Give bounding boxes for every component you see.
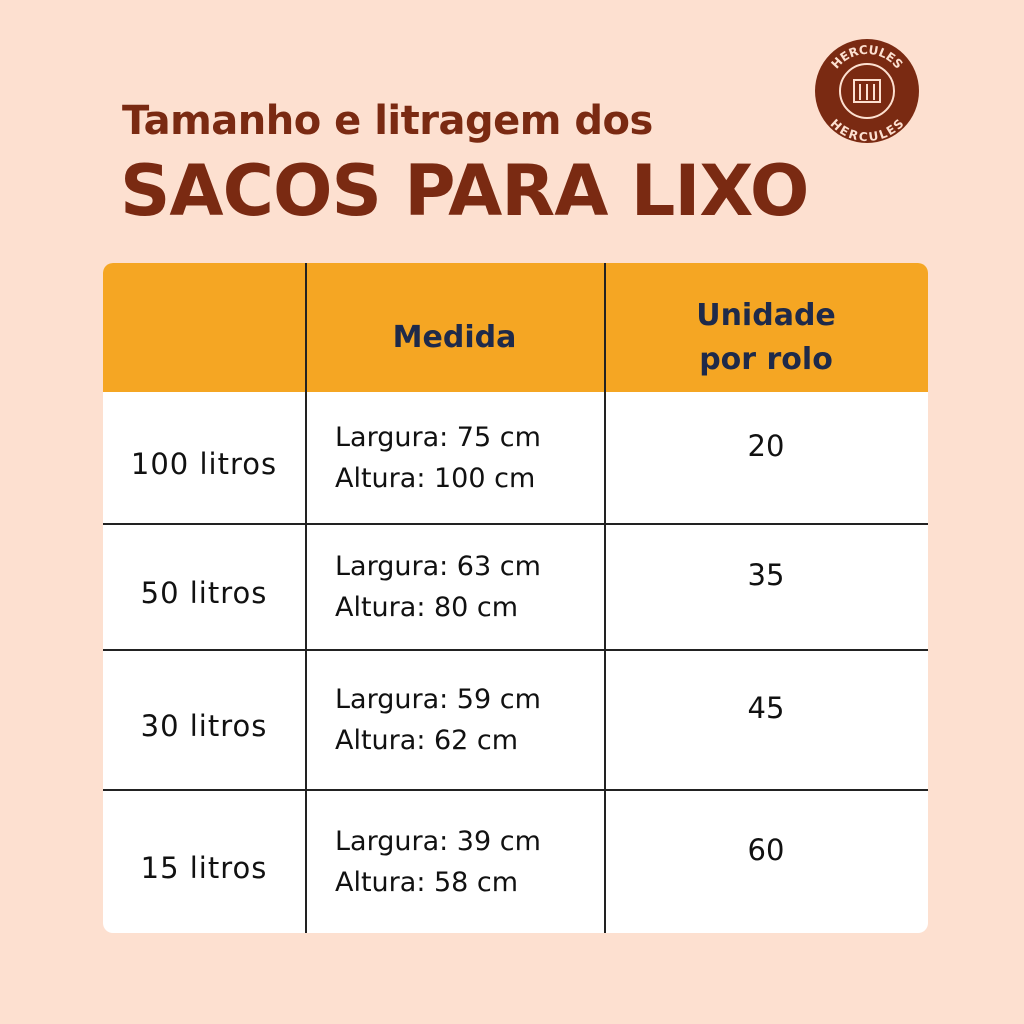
header-cell: Medida <box>305 263 604 412</box>
header-text: Medida <box>392 319 517 355</box>
unidades-cell: 60 <box>747 832 785 867</box>
column-line <box>604 263 606 933</box>
medida-cell: Largura: 59 cm Altura: 62 cm <box>335 650 625 790</box>
medida-text: Altura: 80 cm <box>335 592 519 623</box>
header-cell: Unidade por rolo <box>604 263 928 413</box>
row-line <box>103 649 928 651</box>
header-text: Unidade <box>696 298 836 333</box>
medida-text: Largura: 59 cm <box>335 684 541 715</box>
table: Medida Unidade por rolo 100 litros Largur… <box>103 263 928 933</box>
title: SACOS PARA LIXO <box>120 150 809 232</box>
medida-cell: Largura: 75 cm Altura: 100 cm <box>335 392 625 524</box>
table-header <box>103 263 928 392</box>
column-line <box>305 263 307 933</box>
unidades-cell: 20 <box>747 429 785 463</box>
medida-text: Altura: 100 cm <box>335 463 536 494</box>
medida-text: Largura: 75 cm <box>335 422 541 453</box>
medida-cell: Largura: 63 cm Altura: 80 cm <box>335 524 625 650</box>
size-cell: 100 litros <box>130 447 278 481</box>
row-line <box>103 789 928 791</box>
size-cell: 50 litros <box>140 576 268 610</box>
medida-text: Largura: 63 cm <box>335 551 541 582</box>
medida-cell: Largura: 39 cm Altura: 58 cm <box>335 790 625 933</box>
medida-text: Altura: 62 cm <box>335 725 519 756</box>
medida-text: Altura: 58 cm <box>335 866 519 898</box>
logo: HERCULES HERCULES <box>815 39 919 144</box>
row-line <box>103 523 928 525</box>
size-cell: 15 litros <box>140 850 268 885</box>
subtitle: Tamanho e litragem dos <box>122 98 653 144</box>
medida-text: Largura: 39 cm <box>335 825 541 857</box>
size-cell: 30 litros <box>140 709 268 743</box>
unidades-cell: 35 <box>747 558 785 592</box>
header-text: por rolo <box>699 342 833 377</box>
unidades-cell: 45 <box>747 691 785 725</box>
